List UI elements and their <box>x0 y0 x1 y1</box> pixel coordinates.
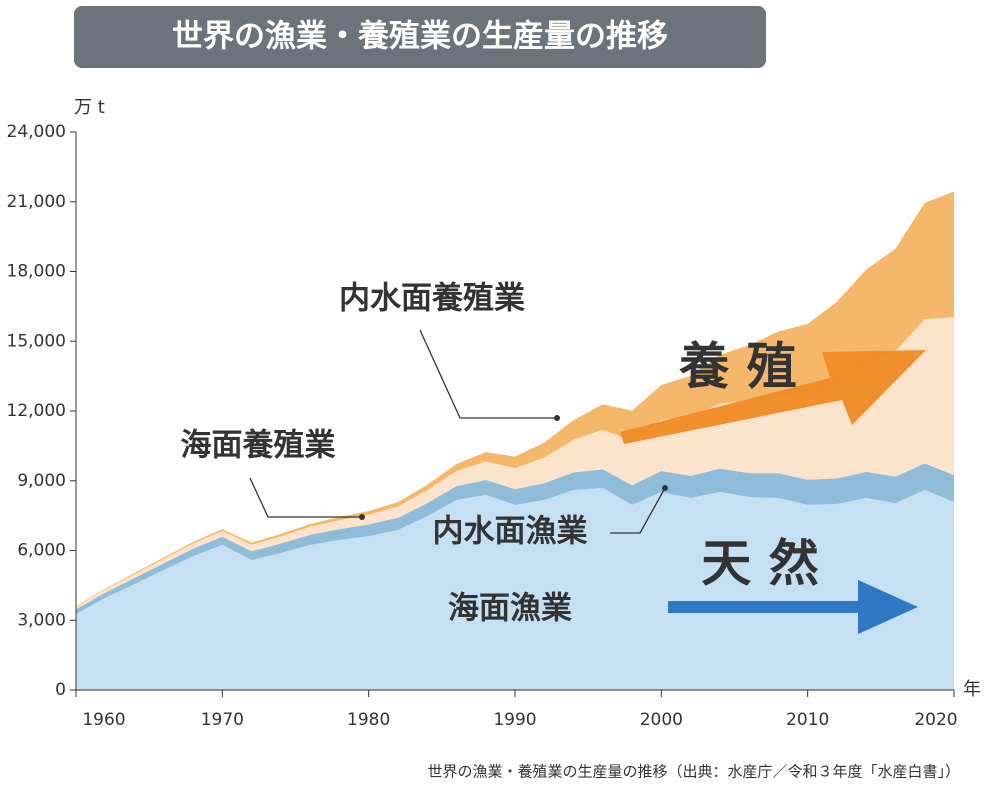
area <box>76 463 954 614</box>
series-label: 内水面養殖業 <box>339 281 525 317</box>
leader-dot <box>554 415 560 421</box>
title-box <box>74 6 766 68</box>
decorations <box>249 329 926 634</box>
area <box>76 317 954 610</box>
leader-line <box>610 487 666 534</box>
y-tick-label: 21,000 <box>7 192 66 212</box>
annotation: 天 然 <box>701 535 818 593</box>
series-label: 海面漁業 <box>448 591 572 627</box>
arrow-aquaculture <box>620 350 926 444</box>
leader-dot <box>662 485 668 491</box>
x-tick-label: 2000 <box>640 710 683 730</box>
arrow-wild <box>668 580 918 634</box>
series-label: 内水面漁業 <box>433 514 588 550</box>
x-tick-label: 1980 <box>347 710 390 730</box>
area <box>76 487 954 690</box>
leader-line <box>249 477 362 518</box>
y-tick-label: 12,000 <box>7 401 66 421</box>
annotation: 養 殖 <box>679 338 796 396</box>
y-tick-label: 3,000 <box>17 610 66 630</box>
leader-dot <box>359 514 365 520</box>
y-tick-label: 0 <box>55 680 66 700</box>
series-label: 海面養殖業 <box>181 428 336 464</box>
y-tick-label: 6,000 <box>17 541 66 561</box>
x-unit: 年 <box>963 679 981 700</box>
x-tick-label: 1970 <box>201 710 244 730</box>
y-unit: 万 t <box>74 97 105 118</box>
x-tick-label: 1990 <box>493 710 536 730</box>
y-tick-label: 24,000 <box>7 122 66 142</box>
x-tick-label: 2010 <box>786 710 829 730</box>
x-tick-label: 2020 <box>914 710 957 730</box>
chart-title: 世界の漁業・養殖業の生産量の推移 <box>172 19 668 55</box>
source: 世界の漁業・養殖業の生産量の推移（出典：水産庁／令和３年度「水産白書」） <box>427 763 960 781</box>
y-tick-label: 18,000 <box>7 262 66 282</box>
y-tick-label: 15,000 <box>7 331 66 351</box>
leader-line <box>419 329 557 419</box>
y-tick-label: 9,000 <box>17 471 66 491</box>
x-tick-label: 1960 <box>82 710 125 730</box>
